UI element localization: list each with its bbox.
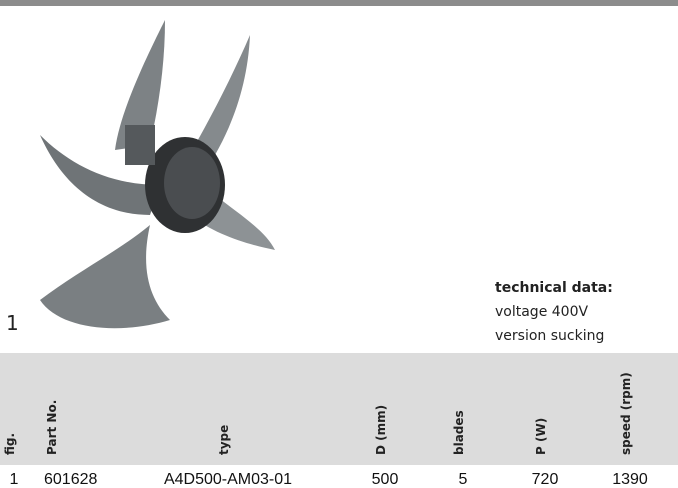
table-cell: 5	[459, 471, 468, 488]
table-cell: 1	[10, 471, 19, 488]
table-cell: A4D500-AM03-01	[164, 471, 292, 488]
tech-title: technical data:	[495, 280, 613, 296]
table-header	[0, 353, 678, 465]
tech-line: voltage 400V	[495, 304, 588, 320]
table-cell: 601628	[44, 471, 97, 488]
column-header: type	[217, 425, 231, 455]
column-header: blades	[452, 410, 466, 455]
tech-line: version sucking	[495, 328, 604, 344]
column-header: D (mm)	[374, 405, 388, 455]
table-cell: 720	[532, 471, 559, 488]
column-header: fig.	[3, 433, 17, 455]
table-cell: 1390	[612, 471, 648, 488]
column-header: speed (rpm)	[619, 372, 633, 455]
column-header: Part No.	[45, 400, 59, 455]
figure-label: 1	[6, 311, 19, 335]
top-bar	[0, 0, 678, 6]
fan-image	[40, 20, 275, 329]
column-header: P (W)	[534, 418, 548, 455]
table-cell: 500	[372, 471, 399, 488]
